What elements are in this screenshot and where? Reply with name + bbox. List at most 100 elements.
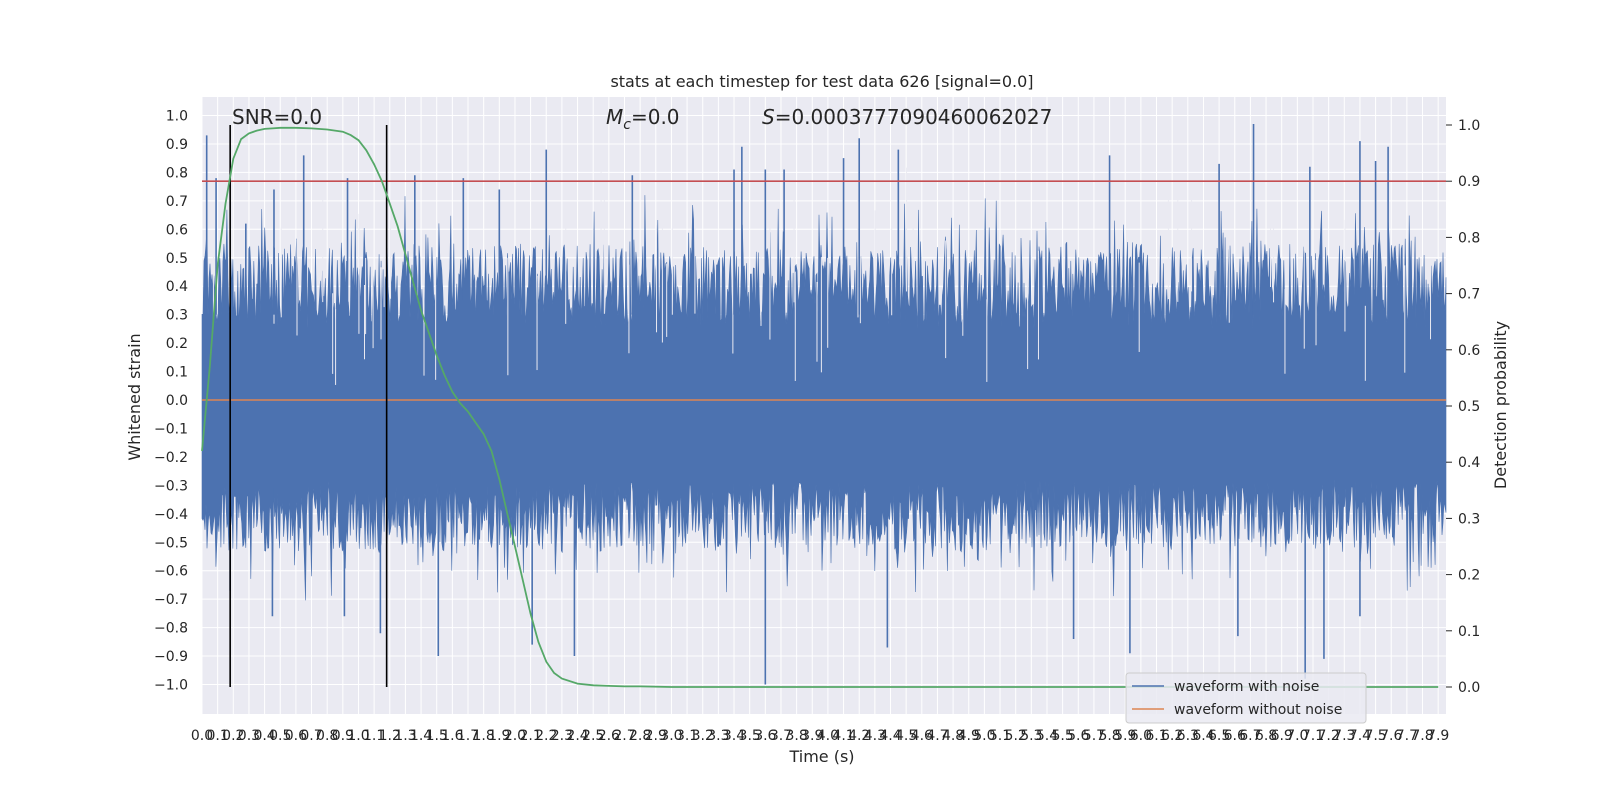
x-tick-label: 6.2 <box>1161 728 1183 744</box>
x-tick-label: 4.0 <box>817 728 839 744</box>
y-tick-label: 0.9 <box>166 137 188 153</box>
y-tick-label: −0.6 <box>154 564 188 580</box>
y-tick-label: 0.4 <box>166 279 188 295</box>
x-tick-label: 2.4 <box>566 728 588 744</box>
x-tick-label: 4.3 <box>864 728 886 744</box>
s-symbol: S <box>762 105 775 129</box>
y2-tick-label: 0.6 <box>1458 343 1480 359</box>
y-tick-label: 0.7 <box>166 194 188 210</box>
y2-tick-label: 0.4 <box>1458 455 1480 471</box>
x-tick-label: 0.4 <box>253 728 275 744</box>
x-tick-label: 0.6 <box>285 728 307 744</box>
legend-label-noise: waveform with noise <box>1174 679 1319 695</box>
y-tick-label: 0.1 <box>166 365 188 381</box>
x-tick-label: 7.6 <box>1380 728 1402 744</box>
y2-tick-label: 0.7 <box>1458 287 1480 303</box>
x-tick-label: 5.8 <box>1098 728 1120 744</box>
x-tick-label: 2.2 <box>535 728 557 744</box>
x-tick-label: 3.4 <box>723 728 745 744</box>
x-tick-label: 2.3 <box>551 728 573 744</box>
x-tick-label: 1.0 <box>347 728 369 744</box>
x-tick-label: 7.9 <box>1427 728 1449 744</box>
y-tick-label: 0.3 <box>166 308 188 324</box>
x-tick-label: 4.1 <box>832 728 854 744</box>
y-tick-label: −0.2 <box>154 450 188 466</box>
x-tick-label: 5.7 <box>1083 728 1105 744</box>
x-tick-label: 5.4 <box>1036 728 1058 744</box>
x-tick-label: 5.5 <box>1051 728 1073 744</box>
y2-tick-label: 0.9 <box>1458 174 1480 190</box>
ticks: 0.00.10.20.30.40.50.60.70.80.91.01.11.21… <box>154 109 1480 745</box>
x-tick-label: 2.0 <box>504 728 526 744</box>
x-tick-label: 3.1 <box>676 728 698 744</box>
x-tick-label: 5.9 <box>1114 728 1136 744</box>
x-tick-label: 7.4 <box>1349 728 1371 744</box>
x-tick-label: 3.7 <box>770 728 792 744</box>
y2-axis-label: Detection probability <box>1491 321 1510 489</box>
y-axis-label: Whitened strain <box>125 333 144 460</box>
y-tick-label: −0.4 <box>154 507 188 523</box>
x-tick-label: 0.2 <box>222 728 244 744</box>
x-tick-label: 2.8 <box>629 728 651 744</box>
x-tick-label: 0.3 <box>238 728 260 744</box>
x-tick-label: 3.9 <box>801 728 823 744</box>
y-tick-label: −0.3 <box>154 478 188 494</box>
x-tick-label: 7.8 <box>1411 728 1433 744</box>
s-annotation: S=0.0003777090460062027 <box>762 105 1052 129</box>
x-tick-label: 5.2 <box>1005 728 1027 744</box>
x-tick-label: 3.6 <box>754 728 776 744</box>
x-tick-label: 6.7 <box>1239 728 1261 744</box>
mc-annotation: Mc=0.0 <box>606 105 680 133</box>
y-tick-label: 0.6 <box>166 222 188 238</box>
snr-annotation: SNR=0.0 <box>232 105 322 129</box>
x-tick-label: 1.1 <box>363 728 385 744</box>
x-tick-label: 1.9 <box>488 728 510 744</box>
mc-subscript: c <box>623 117 631 133</box>
x-tick-label: 2.9 <box>645 728 667 744</box>
detection-probability-line <box>201 126 1439 688</box>
x-tick-label: 0.0 <box>191 728 213 744</box>
x-tick-label: 4.5 <box>895 728 917 744</box>
y2-tick-label: 0.2 <box>1458 568 1480 584</box>
x-tick-label: 7.3 <box>1333 728 1355 744</box>
x-tick-label: 6.5 <box>1208 728 1230 744</box>
x-tick-label: 4.7 <box>926 728 948 744</box>
x-tick-label: 1.6 <box>441 728 463 744</box>
y-tick-label: −0.7 <box>154 592 188 608</box>
x-tick-label: 2.5 <box>582 728 604 744</box>
x-tick-label: 6.4 <box>1192 728 1214 744</box>
y-tick-label: 0.5 <box>166 251 188 267</box>
x-tick-label: 5.1 <box>989 728 1011 744</box>
noise-envelope <box>201 195 1447 601</box>
x-tick-label: 3.2 <box>692 728 714 744</box>
chart-title: stats at each timestep for test data 626… <box>610 72 1033 91</box>
x-tick-label: 2.6 <box>598 728 620 744</box>
x-tick-label: 0.9 <box>332 728 354 744</box>
x-tick-label: 6.6 <box>1224 728 1246 744</box>
x-tick-label: 4.4 <box>879 728 901 744</box>
legend-label-clean: waveform without noise <box>1174 702 1342 718</box>
y2-tick-label: 0.1 <box>1458 624 1480 640</box>
y-tick-label: 0.0 <box>166 393 188 409</box>
y-tick-label: −0.1 <box>154 421 188 437</box>
x-tick-label: 2.7 <box>613 728 635 744</box>
x-tick-label: 4.2 <box>848 728 870 744</box>
x-tick-label: 1.3 <box>394 728 416 744</box>
y-tick-label: −0.8 <box>154 621 188 637</box>
y2-tick-label: 0.0 <box>1458 680 1480 696</box>
x-tick-label: 6.3 <box>1177 728 1199 744</box>
y2-tick-label: 0.8 <box>1458 230 1480 246</box>
y-tick-label: −0.5 <box>154 535 188 551</box>
x-tick-label: 0.7 <box>300 728 322 744</box>
x-tick-label: 1.4 <box>410 728 432 744</box>
x-tick-label: 6.1 <box>1145 728 1167 744</box>
x-tick-label: 5.3 <box>1020 728 1042 744</box>
legend: waveform with noise waveform without noi… <box>1125 672 1367 724</box>
x-tick-label: 0.8 <box>316 728 338 744</box>
y2-tick-label: 0.3 <box>1458 511 1480 527</box>
x-tick-label: 6.8 <box>1255 728 1277 744</box>
y-tick-label: 1.0 <box>166 109 188 125</box>
y2-tick-label: 1.0 <box>1458 118 1480 134</box>
x-tick-label: 3.3 <box>707 728 729 744</box>
x-tick-label: 7.7 <box>1396 728 1418 744</box>
